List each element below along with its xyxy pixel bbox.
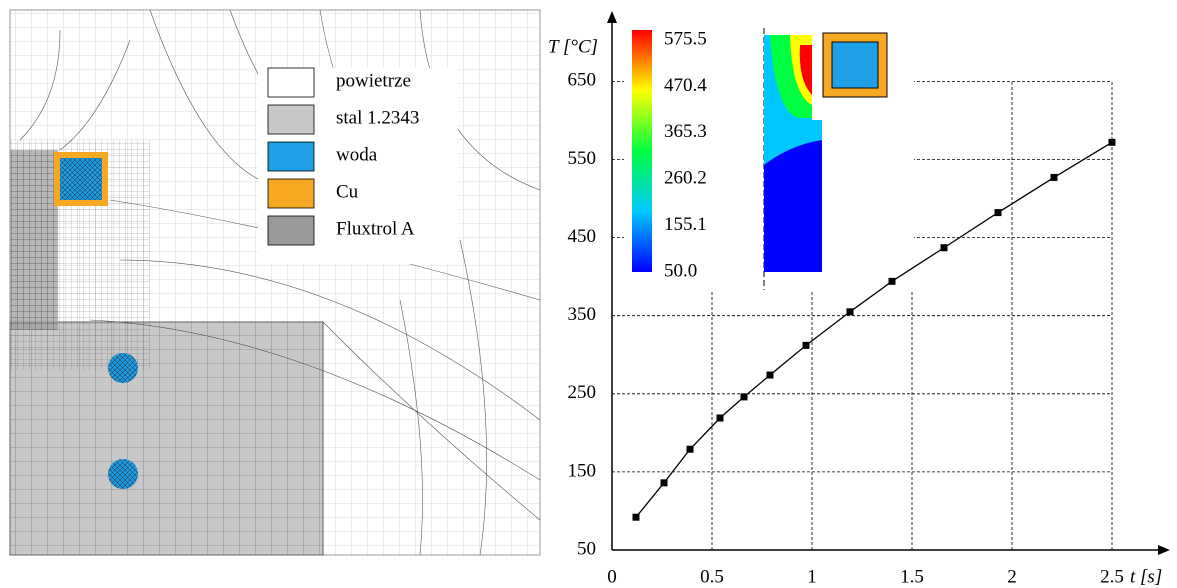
legend-swatch	[268, 68, 314, 97]
data-point	[803, 342, 810, 349]
colorbar-label: 50.0	[664, 260, 697, 281]
legend-label: powietrze	[336, 70, 411, 91]
data-point	[717, 415, 724, 422]
data-point	[767, 372, 774, 379]
y-axis-arrow	[607, 11, 617, 23]
legend-label: Fluxtrol A	[336, 218, 415, 239]
y-tick-label: 550	[568, 148, 597, 169]
legend-label: Cu	[336, 181, 359, 202]
data-point	[847, 308, 854, 315]
colorbar-label: 365.3	[664, 121, 707, 142]
data-point	[995, 209, 1002, 216]
y-tick-label: 150	[568, 460, 597, 481]
mesh-panel: powietrze stal 1.2343 woda Cu Fluxtrol A	[10, 10, 540, 555]
legend-swatch	[268, 216, 314, 245]
data-point	[1109, 139, 1116, 146]
chart-panel: 50 150 250 350 450 550 650 0 0.5 1 1.5 2 2.5 T [°C] t …	[548, 11, 1170, 587]
legend-swatch	[268, 105, 314, 134]
colorbar	[632, 30, 652, 272]
x-axis-arrow	[1158, 545, 1170, 555]
data-point	[687, 446, 694, 453]
y-tick-label: 250	[568, 382, 597, 403]
legend-swatch	[268, 179, 314, 208]
data-point	[661, 479, 668, 486]
x-tick-label: 1.5	[900, 566, 924, 587]
legend-label: stal 1.2343	[336, 107, 419, 128]
colorbar-label: 470.4	[664, 75, 707, 96]
data-point	[741, 393, 748, 400]
colorbar-label: 575.5	[664, 28, 707, 49]
data-point	[633, 514, 640, 521]
x-tick-label: 0.5	[700, 566, 724, 587]
x-tick-label: 2.5	[1100, 566, 1124, 587]
colorbar-label: 155.1	[664, 214, 707, 235]
y-tick-label: 350	[568, 304, 597, 325]
x-tick-label: 1	[807, 566, 817, 587]
data-point	[889, 278, 896, 285]
x-tick-label: 0	[607, 566, 617, 587]
y-tick-label: 50	[577, 538, 596, 559]
colorbar-label: 260.2	[664, 168, 707, 189]
figure: powietrze stal 1.2343 woda Cu Fluxtrol A 50 1…	[0, 0, 1177, 588]
data-point	[1051, 174, 1058, 181]
y-axis-title: T [°C]	[548, 36, 598, 57]
inductor-water	[832, 42, 878, 88]
x-axis-title: t [s]	[1130, 566, 1162, 587]
y-tick-label: 450	[568, 226, 597, 247]
legend-swatch	[268, 142, 314, 171]
y-tick-label: 650	[568, 70, 597, 91]
legend-label: woda	[336, 144, 378, 165]
x-tick-label: 2	[1007, 566, 1017, 587]
data-point	[941, 244, 948, 251]
